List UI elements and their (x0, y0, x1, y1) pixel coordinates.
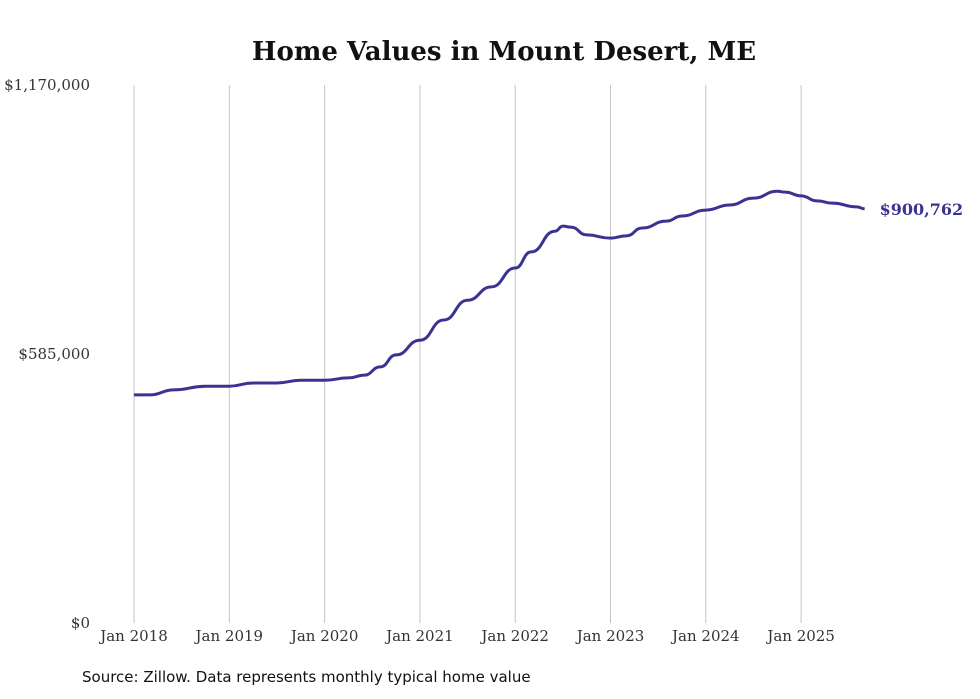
x-tick-label: Jan 2025 (765, 627, 835, 645)
x-tick-label: Jan 2019 (194, 627, 264, 645)
x-tick-label: Jan 2022 (479, 627, 549, 645)
end-value-label: $900,762 (880, 200, 964, 219)
x-tick-label: Jan 2024 (670, 627, 740, 645)
y-tick-label: $585,000 (18, 345, 90, 363)
x-tick-label: Jan 2023 (575, 627, 645, 645)
y-tick-label: $0 (71, 614, 90, 632)
y-tick-label: $1,170,000 (4, 76, 90, 94)
source-note: Source: Zillow. Data represents monthly … (82, 668, 531, 686)
chart-title: Home Values in Mount Desert, ME (252, 37, 756, 67)
x-tick-label: Jan 2018 (98, 627, 168, 645)
series-line (133, 189, 865, 397)
x-tick-label: Jan 2020 (289, 627, 359, 645)
x-tick-label: Jan 2021 (384, 627, 454, 645)
